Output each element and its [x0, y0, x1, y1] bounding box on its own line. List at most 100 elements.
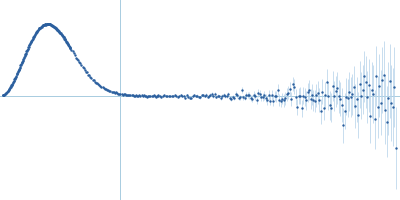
Point	[168, 94, 175, 97]
Point	[55, 29, 62, 32]
Point	[56, 30, 62, 33]
Point	[298, 106, 305, 110]
Point	[325, 95, 332, 98]
Point	[216, 95, 223, 98]
Point	[194, 94, 200, 97]
Point	[352, 104, 358, 108]
Point	[197, 96, 203, 99]
Point	[176, 94, 182, 97]
Point	[180, 95, 187, 98]
Point	[392, 146, 399, 150]
Point	[13, 74, 20, 78]
Point	[303, 99, 309, 102]
Point	[118, 92, 125, 95]
Point	[62, 39, 69, 42]
Point	[327, 104, 333, 107]
Point	[337, 97, 344, 100]
Point	[2, 92, 8, 96]
Point	[239, 89, 245, 92]
Point	[207, 93, 214, 96]
Point	[343, 95, 350, 98]
Point	[8, 83, 15, 86]
Point	[48, 23, 54, 26]
Point	[40, 24, 46, 27]
Point	[19, 61, 25, 64]
Point	[173, 94, 179, 97]
Point	[30, 36, 36, 39]
Point	[56, 29, 62, 33]
Point	[155, 94, 162, 97]
Point	[26, 45, 32, 48]
Point	[64, 41, 70, 45]
Point	[322, 93, 329, 97]
Point	[18, 61, 25, 64]
Point	[256, 92, 263, 95]
Point	[374, 105, 381, 108]
Point	[219, 94, 226, 97]
Point	[245, 93, 251, 96]
Point	[20, 59, 26, 62]
Point	[63, 41, 70, 44]
Point	[96, 83, 102, 87]
Point	[203, 93, 209, 96]
Point	[100, 87, 107, 90]
Point	[30, 36, 36, 40]
Point	[248, 97, 254, 100]
Point	[64, 42, 71, 45]
Point	[309, 93, 315, 96]
Point	[13, 75, 19, 78]
Point	[351, 86, 357, 89]
Point	[92, 80, 98, 83]
Point	[82, 69, 88, 72]
Point	[18, 64, 24, 67]
Point	[45, 23, 51, 26]
Point	[154, 94, 160, 98]
Point	[6, 88, 12, 91]
Point	[16, 67, 23, 70]
Point	[34, 30, 40, 33]
Point	[59, 33, 65, 37]
Point	[195, 96, 202, 99]
Point	[117, 92, 124, 96]
Point	[40, 23, 47, 26]
Point	[218, 97, 224, 100]
Point	[45, 23, 52, 26]
Point	[166, 94, 172, 97]
Point	[22, 52, 29, 56]
Point	[73, 56, 79, 59]
Point	[3, 91, 9, 94]
Point	[112, 91, 118, 94]
Point	[62, 39, 69, 42]
Point	[267, 99, 274, 102]
Point	[246, 94, 252, 97]
Point	[200, 94, 206, 97]
Point	[24, 48, 31, 51]
Point	[27, 42, 33, 46]
Point	[51, 25, 57, 28]
Point	[90, 78, 97, 82]
Point	[164, 95, 170, 98]
Point	[10, 80, 16, 83]
Point	[123, 93, 129, 96]
Point	[34, 29, 41, 33]
Point	[367, 114, 374, 117]
Point	[68, 48, 75, 51]
Point	[50, 25, 57, 29]
Point	[221, 93, 227, 96]
Point	[115, 92, 121, 95]
Point	[64, 41, 70, 44]
Point	[4, 91, 10, 94]
Point	[346, 90, 352, 93]
Point	[102, 87, 108, 90]
Point	[212, 92, 218, 95]
Point	[8, 83, 14, 87]
Point	[137, 94, 144, 97]
Point	[339, 103, 345, 106]
Point	[26, 44, 32, 47]
Point	[126, 93, 132, 97]
Point	[380, 73, 387, 76]
Point	[266, 93, 272, 97]
Point	[2, 93, 8, 96]
Point	[182, 96, 188, 99]
Point	[0, 93, 7, 96]
